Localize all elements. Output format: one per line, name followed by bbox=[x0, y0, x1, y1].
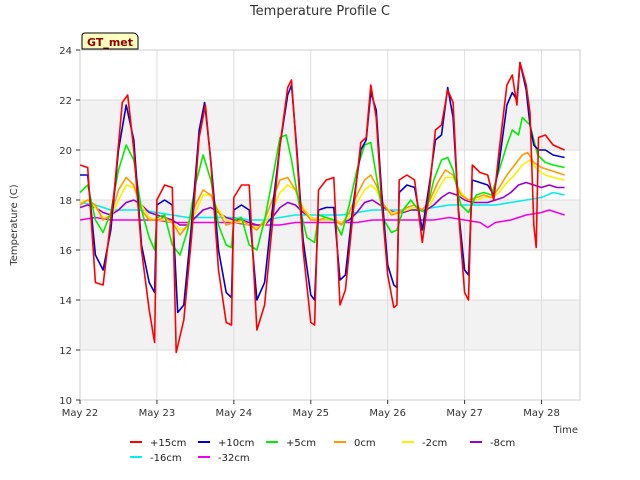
y-axis-label: Temperature (C) bbox=[9, 184, 20, 266]
x-tick-label: May 27 bbox=[446, 408, 483, 419]
grid-band bbox=[80, 300, 580, 350]
y-tick-label: 14 bbox=[59, 296, 72, 307]
legend: +15cm +10cm +5cm 0cm -2cm -8cm -16cm -32cm bbox=[130, 438, 515, 464]
grid-band bbox=[80, 200, 580, 250]
grid-band bbox=[80, 100, 580, 150]
x-axis-label: Time bbox=[553, 425, 578, 436]
series-line-2cm bbox=[79, 159, 565, 231]
y-tick-label: 22 bbox=[59, 96, 72, 107]
series-line-16cm bbox=[79, 191, 565, 221]
y-tick-label: 20 bbox=[59, 146, 72, 157]
y-tick-label: 24 bbox=[59, 46, 72, 57]
series-line-15cm bbox=[79, 61, 565, 354]
y-tick-label: 10 bbox=[59, 396, 72, 407]
legend-label: +10cm bbox=[218, 438, 254, 449]
y-tick-label: 16 bbox=[59, 246, 72, 257]
x-tick-label: May 26 bbox=[369, 408, 406, 419]
y-axis-ticks: 10 12 14 16 18 20 22 24 bbox=[59, 46, 80, 407]
x-tick-label: May 28 bbox=[523, 408, 560, 419]
y-tick-label: 12 bbox=[59, 346, 72, 357]
x-tick-label: May 22 bbox=[62, 408, 99, 419]
gt-met-badge: GT_met bbox=[81, 32, 139, 50]
plot-frame bbox=[79, 49, 581, 401]
legend-label: -16cm bbox=[150, 453, 182, 464]
x-tick-label: May 25 bbox=[292, 408, 329, 419]
legend-label: -32cm bbox=[218, 453, 250, 464]
series-line-0cm bbox=[79, 151, 565, 236]
x-tick-label: May 24 bbox=[216, 408, 253, 419]
legend-label: -2cm bbox=[422, 438, 447, 449]
legend-label: -8cm bbox=[490, 438, 515, 449]
legend-label: +15cm bbox=[150, 438, 186, 449]
grid-bands bbox=[80, 100, 580, 350]
y-tick-label: 18 bbox=[59, 196, 72, 207]
x-tick-label: May 23 bbox=[139, 408, 176, 419]
badge-label: GT_met bbox=[87, 36, 133, 49]
chart-title: Temperature Profile C bbox=[249, 4, 390, 19]
legend-label: +5cm bbox=[286, 438, 316, 449]
x-axis-ticks: May 22 May 23 May 24 May 25 May 26 May 27 May … bbox=[62, 400, 560, 419]
series-lines bbox=[79, 61, 565, 354]
legend-label: 0cm bbox=[354, 438, 376, 449]
